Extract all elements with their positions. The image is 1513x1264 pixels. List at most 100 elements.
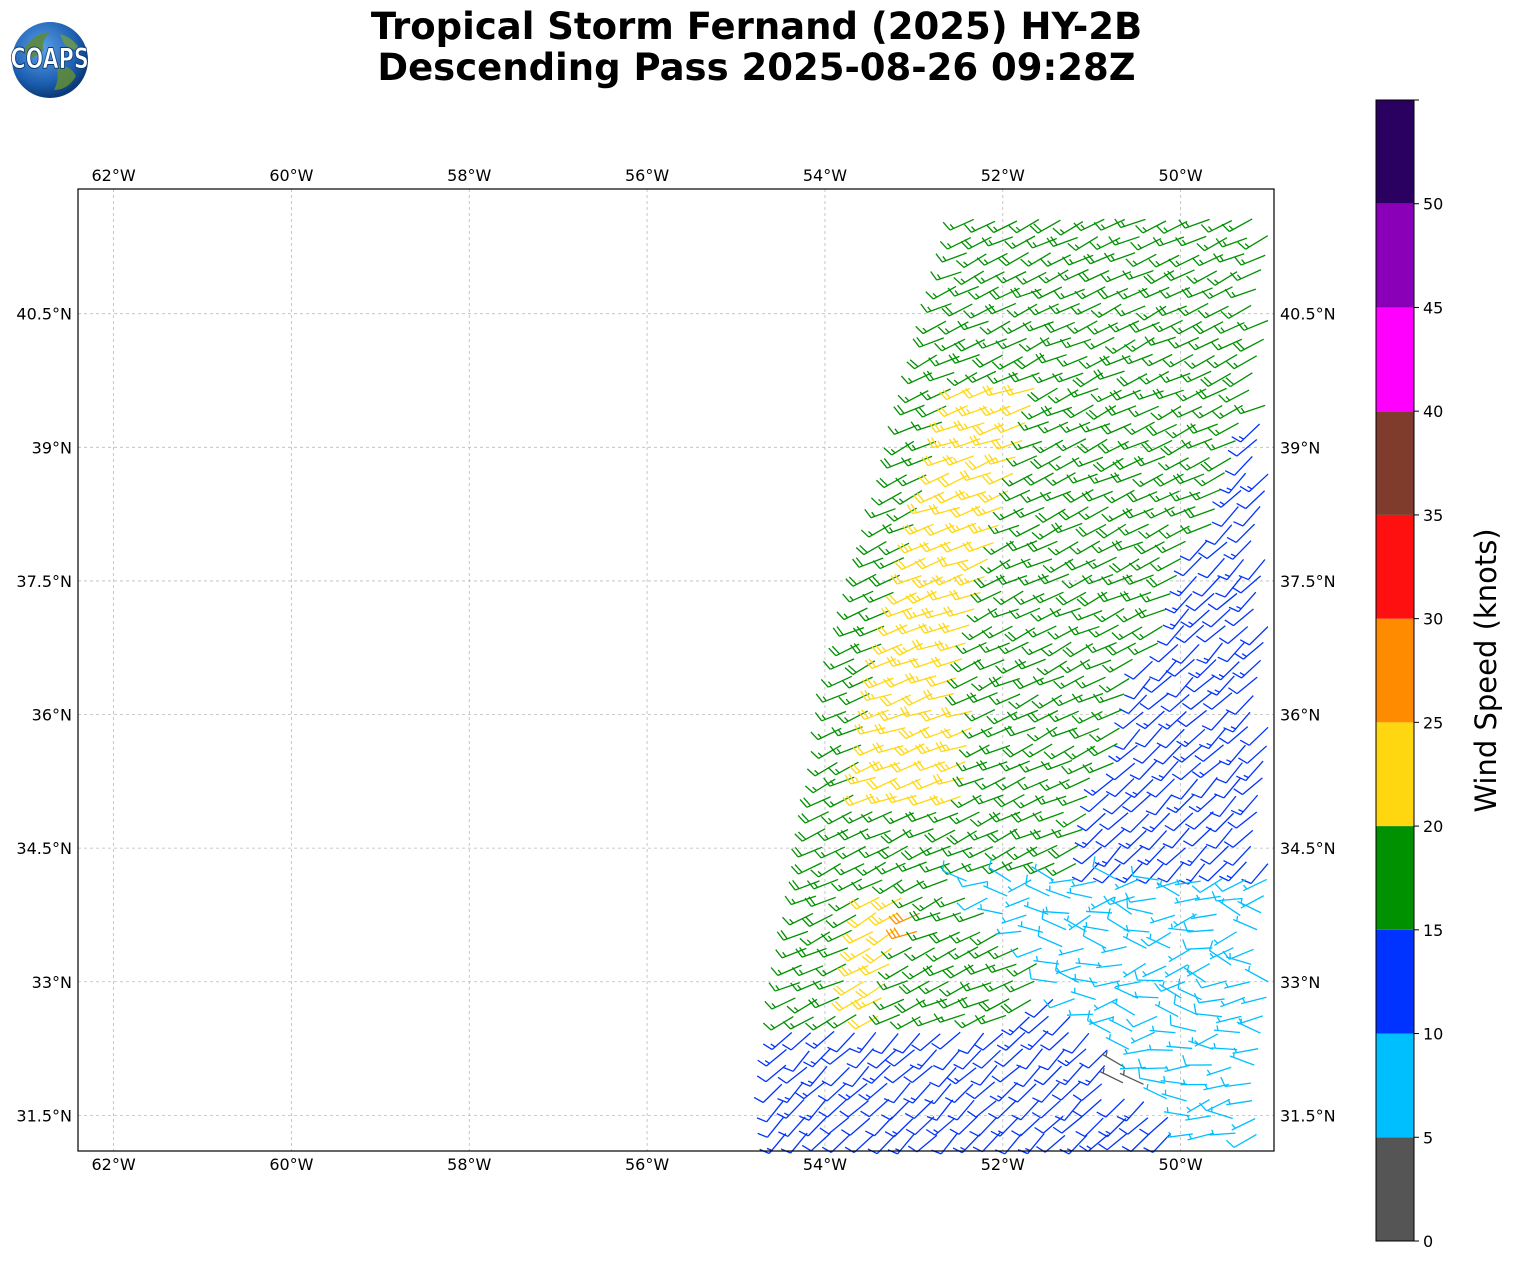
wind-barb (1139, 830, 1168, 851)
wind-barb (1233, 777, 1263, 796)
wind-barb (1076, 438, 1108, 454)
wind-barb (848, 896, 880, 910)
wind-barb (1070, 987, 1096, 1001)
wind-barb (1176, 728, 1206, 748)
colorbar-tick-label: 0 (1423, 1232, 1433, 1251)
lat-tick-label-right: 39°N (1280, 438, 1320, 457)
wind-barb (1180, 370, 1212, 383)
wind-barb (1220, 1076, 1251, 1088)
wind-barb (756, 1064, 787, 1083)
wind-barb (1114, 218, 1146, 229)
wind-barb (1001, 1016, 1030, 1036)
wind-barb (988, 287, 1020, 300)
wind-barb (973, 271, 1005, 284)
wind-barb (1104, 642, 1137, 656)
wind-barb (862, 591, 894, 603)
wind-barb (868, 574, 900, 587)
wind-barb (1165, 658, 1195, 677)
wind-barb (1047, 844, 1079, 859)
wind-barb (1137, 1058, 1168, 1070)
wind-barb (1110, 472, 1142, 483)
wind-barb (934, 640, 966, 652)
colorbar-bin (1376, 618, 1414, 723)
wind-barb (871, 1033, 899, 1055)
wind-barb (1052, 1116, 1083, 1134)
wind-barb (1069, 302, 1102, 315)
wind-barb (857, 963, 890, 976)
wind-barb (1162, 827, 1190, 849)
wind-barb (1082, 762, 1114, 774)
wind-barb (1183, 827, 1212, 847)
wind-barb (1066, 887, 1093, 899)
colorbar-tick-label: 40 (1423, 402, 1443, 421)
wind-barb (1010, 810, 1042, 823)
wind-barb (860, 690, 892, 701)
wind-barb (1179, 540, 1208, 562)
wind-barb (1223, 829, 1254, 848)
wind-barb (1020, 558, 1053, 569)
wind-barb (1213, 1025, 1240, 1034)
wind-barb (1042, 1015, 1071, 1036)
wind-barb (1170, 405, 1203, 418)
wind-barb (1191, 776, 1218, 799)
wind-barb (1031, 372, 1063, 384)
wind-barb (1052, 221, 1084, 236)
wind-barb (953, 574, 985, 586)
wind-barb (1115, 862, 1143, 884)
wind-barb (1081, 573, 1114, 585)
wind-barb (963, 305, 995, 319)
wind-barb (931, 1031, 961, 1050)
wind-barb (1114, 711, 1144, 730)
lat-tick-label-left: 34.5°N (16, 839, 72, 858)
wind-barb (1174, 897, 1200, 904)
wind-barb (1177, 978, 1203, 1001)
wind-barbs (753, 218, 1269, 1155)
wind-barb (1097, 591, 1129, 603)
wind-barb (1186, 962, 1211, 977)
wind-barb (1105, 1034, 1130, 1050)
wind-barb (810, 744, 842, 760)
wind-barb (918, 472, 950, 485)
wind-barb (1186, 270, 1218, 284)
wind-barb (1229, 269, 1262, 282)
wind-barb (1206, 1066, 1232, 1077)
wind-barb (1154, 1001, 1179, 1018)
wind-barb (902, 828, 934, 839)
colorbar-bin (1376, 1137, 1414, 1241)
wind-barb (965, 1081, 996, 1100)
wind-barb (1055, 795, 1088, 807)
wind-barb (1088, 727, 1120, 743)
wind-barb (897, 542, 929, 554)
wind-barb (1053, 675, 1085, 690)
wind-barb (1083, 253, 1115, 265)
wind-barb (1173, 913, 1197, 928)
wind-barb (911, 1016, 943, 1027)
wind-barb (1046, 236, 1078, 248)
wind-barb (946, 830, 977, 845)
wind-barb (842, 590, 874, 603)
wind-barb (1206, 271, 1238, 286)
wind-barb (946, 1067, 977, 1085)
wind-barb (1012, 677, 1044, 690)
wind-barb (832, 981, 864, 996)
wind-barb (956, 877, 988, 888)
wind-barb (881, 606, 913, 618)
wind-barb (930, 656, 963, 668)
wind-barb (945, 1083, 974, 1104)
wind-barb (816, 947, 848, 958)
wind-barb (753, 1083, 783, 1104)
wind-barb (1160, 694, 1190, 713)
wind-barb (1058, 421, 1091, 434)
wind-barb (1064, 558, 1096, 571)
wind-barb (1051, 694, 1083, 707)
wind-barb (806, 878, 839, 890)
wind-barb (1169, 1014, 1197, 1032)
wind-barb (808, 996, 840, 1009)
wind-barb (1016, 778, 1049, 791)
wind-barb (886, 655, 918, 667)
wind-barb (1072, 1098, 1102, 1118)
wind-barb (1174, 879, 1201, 886)
wind-barb (1039, 490, 1072, 502)
wind-barb (1123, 924, 1150, 933)
